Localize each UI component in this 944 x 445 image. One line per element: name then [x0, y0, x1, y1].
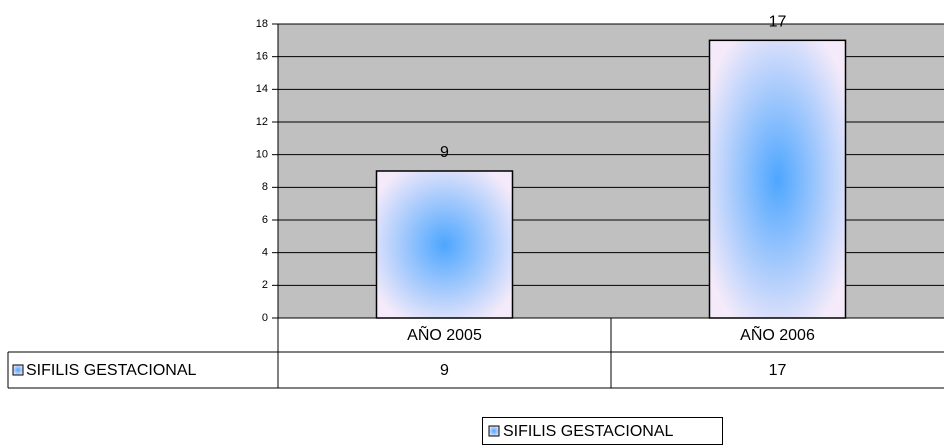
y-tick-label: 6: [262, 214, 268, 226]
y-tick-label: 4: [262, 247, 268, 259]
x-tick-label: AÑO 2006: [740, 324, 815, 344]
y-tick-label: 14: [256, 83, 268, 95]
y-tick-label: 2: [262, 279, 268, 291]
y-tick-label: 16: [256, 51, 268, 63]
bar: [375, 170, 514, 319]
y-tick-label: 10: [256, 149, 268, 161]
data-label: 9: [440, 144, 449, 161]
table-value: 17: [769, 362, 787, 379]
legend-label: SIFILIS GESTACIONAL: [503, 423, 674, 440]
table-series-name: SIFILIS GESTACIONAL: [26, 362, 197, 379]
legend-key: [488, 425, 500, 437]
y-tick-label: 18: [256, 18, 268, 30]
legend-key: [12, 364, 24, 376]
bar: [708, 39, 847, 319]
y-tick-label: 8: [262, 181, 268, 193]
legend-box: [482, 417, 723, 445]
y-tick-label: 12: [256, 116, 268, 128]
data-label: 17: [769, 14, 787, 31]
y-tick-label: 0: [262, 312, 268, 324]
table-value: 9: [440, 362, 449, 379]
x-tick-label: AÑO 2005: [407, 324, 482, 344]
